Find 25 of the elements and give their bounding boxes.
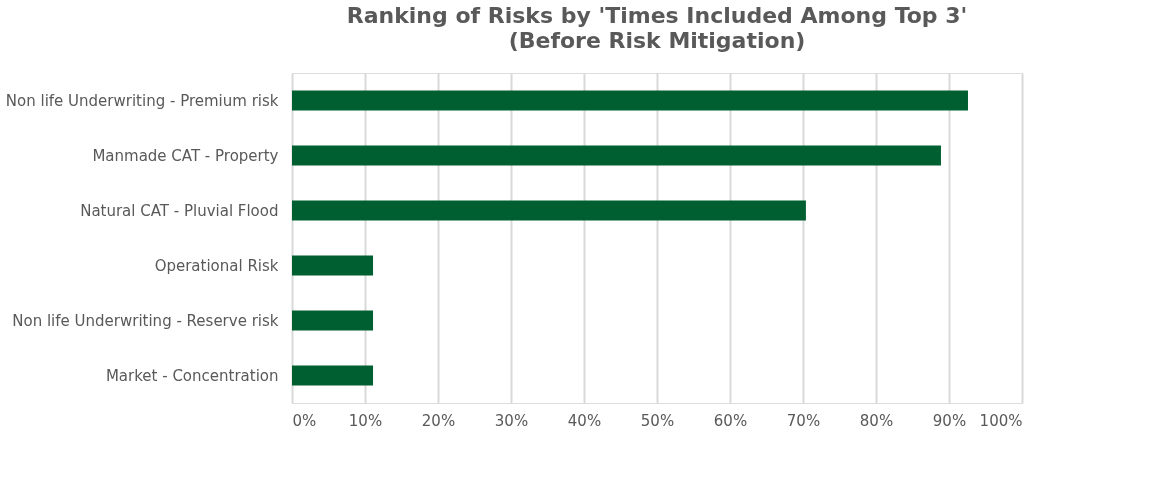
bar bbox=[292, 365, 374, 386]
y-tick-label: Natural CAT - Pluvial Flood bbox=[80, 201, 279, 220]
x-tick-label: 100% bbox=[979, 411, 1023, 430]
bar bbox=[292, 310, 374, 331]
x-tick-label: 60% bbox=[713, 411, 748, 430]
y-tick-label: Market - Concentration bbox=[105, 366, 279, 385]
x-tick-label: 10% bbox=[348, 411, 383, 430]
x-tick-label: 30% bbox=[494, 411, 529, 430]
chart-subtitle: (Before Risk Mitigation) bbox=[508, 28, 806, 53]
y-tick-label: Manmade CAT - Property bbox=[92, 146, 279, 165]
bar bbox=[292, 255, 374, 276]
x-tick-label: 80% bbox=[859, 411, 894, 430]
x-tick-label: 0% bbox=[292, 411, 317, 430]
x-tick-label: 70% bbox=[786, 411, 821, 430]
bar bbox=[292, 145, 941, 166]
x-tick-label: 50% bbox=[640, 411, 675, 430]
x-tick-label: 40% bbox=[567, 411, 602, 430]
y-tick-label: Non life Underwriting - Premium risk bbox=[5, 91, 279, 110]
x-tick-label: 20% bbox=[421, 411, 456, 430]
bar bbox=[292, 200, 806, 221]
bar bbox=[292, 90, 968, 111]
chart-title: Ranking of Risks by 'Times Included Among Top 3' bbox=[346, 3, 968, 28]
y-tick-label: Non life Underwriting - Reserve risk bbox=[12, 311, 279, 330]
y-tick-label: Operational Risk bbox=[154, 256, 279, 275]
x-tick-label: 90% bbox=[932, 411, 967, 430]
